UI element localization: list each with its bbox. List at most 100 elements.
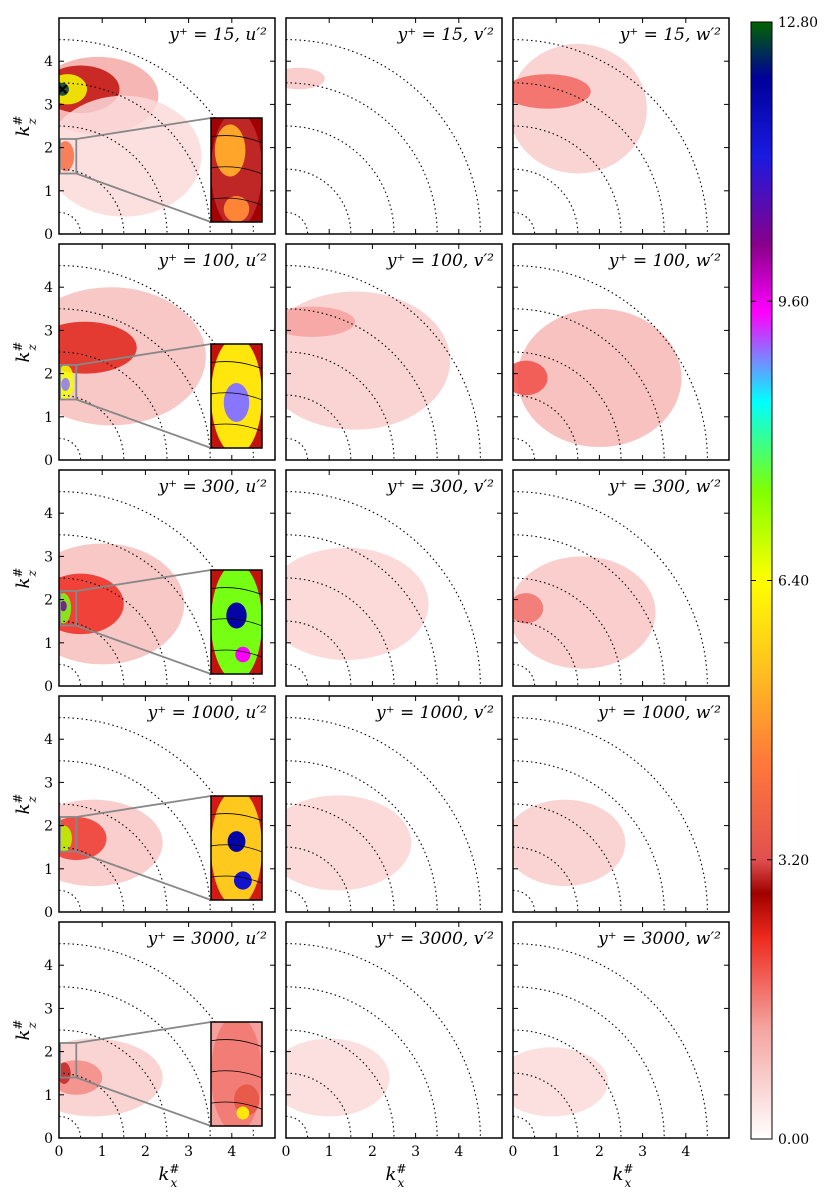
y-tick-label: 4	[44, 958, 53, 974]
contour-blob	[59, 74, 88, 105]
inset-frame	[210, 117, 263, 223]
inset-connector	[75, 172, 212, 223]
panel-title: y⁺ = 3000, w′²	[597, 929, 721, 949]
reference-arc	[59, 351, 168, 460]
y-tick-label: 1	[44, 410, 53, 426]
inset-arc	[211, 875, 262, 884]
reference-arc	[59, 846, 125, 912]
panel-0-1: y⁺ = 15, v′²	[285, 17, 503, 235]
panel-frame	[512, 243, 730, 461]
panel-plot-area	[286, 39, 481, 234]
y-axis-label: k#z	[11, 1020, 39, 1041]
x-axis-label: k# x	[386, 1162, 407, 1190]
inset-blob	[233, 871, 252, 890]
y-tick-label: 3	[44, 775, 53, 791]
y-tick-label: 4	[44, 732, 53, 748]
panel-frame	[512, 469, 730, 687]
x-tick-label: 1	[98, 1144, 107, 1160]
contour-blob	[286, 547, 429, 661]
y-tick-label: 2	[44, 819, 53, 835]
contour-blob	[59, 816, 107, 861]
x-axis-label-sup: #	[623, 1162, 633, 1176]
panel-plot-area	[513, 265, 708, 460]
x-tick-label: 2	[368, 1144, 377, 1160]
reference-arc	[513, 39, 708, 234]
y-tick-label: 1	[44, 636, 53, 652]
contour-blob	[59, 825, 72, 852]
reference-arc	[513, 889, 536, 912]
contour-blob	[286, 1038, 390, 1117]
panel-title: y⁺ = 15, u′²	[168, 25, 267, 45]
panel-0-2: y⁺ = 15, w′²	[512, 17, 730, 235]
y-tick-label: 0	[44, 679, 53, 695]
panel-frame	[285, 243, 503, 461]
contour-blob	[513, 799, 626, 887]
inset-plot-area	[211, 344, 262, 448]
inset-arc	[211, 423, 262, 432]
x-tick-label: 0	[509, 1144, 518, 1160]
y-tick-label: 4	[44, 280, 53, 296]
reference-arc	[286, 803, 395, 912]
x-tick-label: 1	[325, 1144, 334, 1160]
inset-connector	[76, 1021, 212, 1044]
y-tick-label: 1	[44, 862, 53, 878]
contour-blob	[61, 377, 70, 391]
x-tick-label: 3	[638, 1144, 647, 1160]
y-axis-label-sup: #	[11, 342, 25, 352]
x-tick-label: 1	[552, 1144, 561, 1160]
reference-arc	[286, 846, 352, 912]
x-tick-label: 0	[282, 1144, 291, 1160]
panel-3-2: y⁺ = 1000, w′²	[512, 695, 730, 913]
panel-title: y⁺ = 300, w′²	[608, 477, 721, 497]
inset-arc	[211, 1101, 262, 1110]
panel-frame	[285, 695, 503, 913]
y-axis-label-sub: z	[25, 344, 39, 352]
panel-frame	[512, 17, 730, 235]
reference-arc	[59, 1029, 168, 1138]
x-tick-label: 4	[454, 1144, 463, 1160]
inset-arc	[211, 587, 262, 596]
inset-frame	[210, 569, 263, 675]
y-tick-label: 0	[44, 905, 53, 921]
inset-connector	[75, 850, 212, 901]
reference-arc	[513, 620, 579, 686]
y-axis-label: k#z	[11, 342, 39, 363]
panel-4-0: 0 1 2 3 4 k#z 0 1 2 3 4 k# x y⁺ = 3000, u′²	[11, 921, 276, 1190]
panel-title: y⁺ = 15, v′²	[397, 25, 495, 45]
panel-0-0: 0 1 2 3 4 k#z y⁺ = 15, u′²	[11, 17, 276, 243]
inset-source-box	[59, 138, 78, 175]
panel-4-1: 0 1 2 3 4 k# x y⁺ = 3000, v′²	[282, 921, 503, 1190]
reference-arc	[59, 211, 82, 234]
reference-arc	[513, 265, 708, 460]
panel-2-0: 0 1 2 3 4 k#z y⁺ = 300, u′²	[11, 469, 276, 695]
panel-title: y⁺ = 1000, u′²	[147, 703, 268, 723]
reference-arc	[286, 620, 352, 686]
reference-arc	[513, 1072, 579, 1138]
contour-blob	[59, 95, 202, 217]
x-tick-label: 4	[227, 1144, 236, 1160]
reference-arc	[286, 491, 481, 686]
reference-arc	[513, 846, 579, 912]
panel-plot-area	[286, 265, 481, 460]
y-tick-label: 3	[44, 1001, 53, 1017]
x-axis-label-sub: x	[170, 1176, 177, 1190]
reference-arc	[513, 943, 708, 1138]
contour-blob	[59, 600, 67, 612]
inset-arc	[211, 392, 262, 401]
inset-source-box	[59, 816, 78, 853]
colorbar-tick-label: 12.80	[778, 15, 818, 31]
reference-arc	[286, 1072, 352, 1138]
y-axis-label-sub: z	[25, 1022, 39, 1030]
y-tick-label: 3	[44, 549, 53, 565]
reference-arc	[286, 168, 352, 234]
panel-plot-area	[513, 491, 708, 686]
contour-blob	[513, 593, 544, 624]
contour-blob	[286, 795, 412, 891]
reference-arc	[513, 211, 536, 234]
panel-plot-area	[286, 943, 481, 1138]
inset-arc	[211, 135, 262, 144]
panel-plot-area	[513, 717, 708, 912]
x-axis-label: k# x	[159, 1162, 180, 1190]
reference-arc	[286, 1115, 309, 1138]
reference-arc	[59, 620, 125, 686]
